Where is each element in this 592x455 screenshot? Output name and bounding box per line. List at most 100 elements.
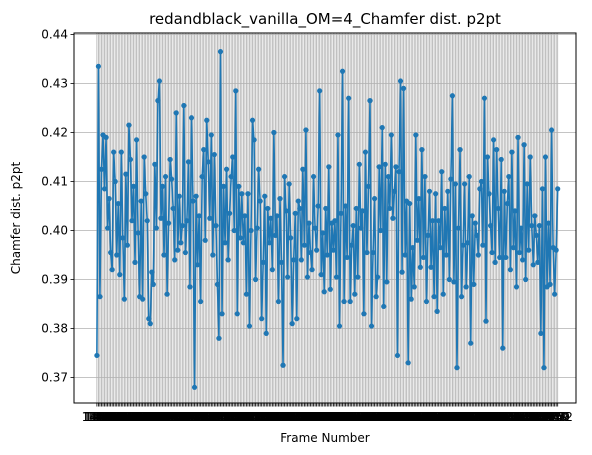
data-point: [536, 223, 542, 229]
x-tick-label: 1667: [413, 410, 444, 424]
data-point: [503, 254, 509, 261]
data-point: [321, 289, 327, 295]
x-tick-label: 1534: [210, 410, 241, 424]
data-point: [124, 242, 130, 248]
data-point: [201, 147, 207, 153]
x-tick-label: 1540: [219, 410, 250, 424]
x-tick-label: 1733: [513, 410, 544, 424]
data-point: [297, 205, 303, 212]
x-tick-label: 1595: [303, 410, 334, 424]
x-tick-label: 1589: [294, 410, 325, 424]
data-point: [422, 173, 428, 180]
x-tick-label: 1738: [521, 410, 552, 424]
data-point: [352, 291, 358, 297]
x-tick-label: 1745: [532, 410, 563, 424]
data-point: [101, 186, 108, 192]
data-point: [254, 225, 260, 231]
x-tick-label: 1494: [149, 410, 180, 424]
x-tick-label: 1724: [500, 410, 531, 424]
data-point: [98, 166, 105, 172]
x-tick-label: 1454: [88, 410, 119, 424]
x-tick-label: 1688: [445, 410, 476, 424]
x-tick-label: 1624: [347, 410, 378, 424]
x-tick-label: 1600: [310, 410, 341, 424]
y-tick-label: 0.38: [41, 322, 68, 336]
x-tick-label: 1633: [361, 410, 392, 424]
x-tick-label: 1571: [266, 410, 297, 424]
x-tick-label: 1453: [86, 410, 117, 424]
data-point: [504, 200, 510, 207]
data-point: [190, 198, 196, 204]
x-tick-label: 1665: [410, 410, 441, 424]
y-tick-label: 0.39: [41, 273, 68, 287]
data-point: [375, 274, 381, 280]
y-tick-label: 0.37: [41, 371, 68, 385]
data-point: [239, 191, 245, 197]
data-point: [97, 294, 103, 300]
data-point: [385, 173, 391, 180]
x-tick-label: 1470: [112, 410, 143, 424]
x-tick-label: 1459: [95, 410, 126, 424]
x-tick-label: 1646: [381, 410, 412, 424]
data-point: [466, 173, 472, 180]
data-point: [272, 232, 279, 238]
data-point: [106, 196, 112, 202]
data-point: [225, 257, 231, 263]
x-tick-label: 1501: [159, 410, 190, 424]
data-point: [242, 213, 248, 219]
data-point: [486, 191, 492, 197]
data-point: [462, 181, 468, 187]
data-point: [155, 98, 161, 104]
x-tick-label: 1647: [382, 410, 413, 424]
data-point: [306, 220, 312, 226]
data-point: [436, 218, 442, 224]
x-tick-label: 1520: [188, 410, 219, 424]
x-tick-label: 1474: [118, 410, 149, 424]
x-tick-label: 1457: [92, 410, 123, 424]
x-tick-label: 1678: [430, 410, 461, 424]
data-point: [138, 198, 144, 204]
x-tick-label: 1522: [191, 410, 222, 424]
x-tick-label: 1558: [246, 410, 277, 424]
data-point: [495, 205, 501, 212]
x-tick-label: 1484: [133, 410, 164, 424]
data-point: [361, 311, 367, 317]
data-point: [516, 249, 523, 256]
x-tick-label: 1722: [497, 410, 528, 424]
data-point: [277, 196, 283, 202]
data-point: [494, 147, 500, 153]
data-point: [339, 68, 346, 74]
x-tick-label: 1610: [326, 410, 357, 424]
x-tick-label: 1514: [179, 410, 210, 424]
data-point: [256, 166, 262, 172]
x-tick-label: 1530: [204, 410, 235, 424]
x-tick-label: 1493: [147, 410, 178, 424]
x-tick-label: 1730: [509, 410, 540, 424]
data-point: [338, 210, 344, 216]
data-point: [211, 151, 217, 158]
x-tick-label: 1708: [475, 410, 506, 424]
data-point: [126, 122, 132, 128]
data-point: [176, 193, 182, 199]
data-point: [130, 183, 137, 189]
x-tick-label: 1711: [480, 410, 511, 424]
data-point: [153, 225, 159, 231]
data-point: [396, 169, 402, 175]
x-tick-label: 1716: [487, 410, 518, 424]
x-tick-label: 1675: [425, 410, 456, 424]
data-point: [448, 176, 454, 182]
x-tick-label: 1604: [317, 410, 348, 424]
x-tick-label: 1699: [462, 410, 493, 424]
plot-frame: [73, 32, 577, 404]
x-tick-label: 1654: [393, 410, 424, 424]
x-tick-label: 1638: [368, 410, 399, 424]
data-point: [393, 164, 399, 170]
x-tick-label: 1463: [101, 410, 132, 424]
x-tick-label: 1586: [289, 410, 320, 424]
x-tick-label: 1634: [362, 410, 393, 424]
data-point: [141, 154, 147, 160]
x-tick-label: 1546: [228, 410, 259, 424]
data-point: [483, 318, 489, 324]
data-point: [443, 252, 449, 258]
data-point: [524, 181, 530, 187]
